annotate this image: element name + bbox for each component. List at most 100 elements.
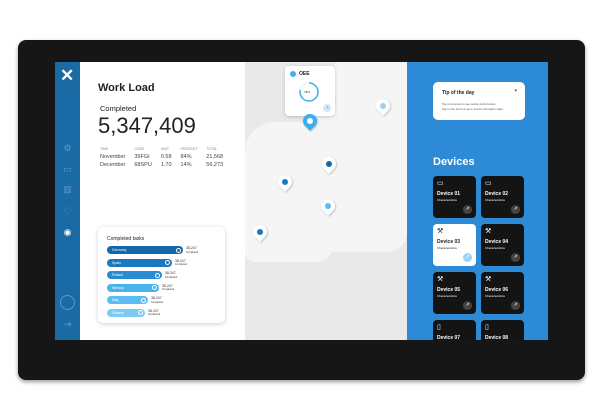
device-name: Device 08 (485, 335, 509, 340)
device-sub: Characteristics (437, 294, 457, 298)
completed-value: 5,347,409 (98, 113, 196, 138)
cell: 68SPU (134, 162, 152, 168)
task-sub: Completed (175, 263, 188, 266)
user-icon[interactable] (60, 295, 75, 310)
task-bar[interactable]: Norway (107, 283, 159, 292)
right-panel: Tip of the day ▾ Tap on a device to see … (407, 62, 548, 340)
task-value: 38,247 Completed (148, 308, 161, 317)
task-count: 38,247 (186, 246, 197, 250)
cell: November (100, 154, 126, 160)
heart-icon[interactable]: ♡ (63, 206, 72, 216)
task-count: 38,247 (165, 271, 176, 275)
task-bar[interactable]: Germany (107, 246, 183, 254)
device-card[interactable]: ⚒ Device 04 Characteristics ↗ (481, 224, 524, 266)
col-header: TOTAL (206, 147, 218, 151)
arrow-icon[interactable]: ↗ (463, 253, 472, 262)
workload-table: TIME CODE UNIT PERCENT TOTAL November 39FGI 0.… (100, 147, 232, 169)
task-count: 38,247 (162, 283, 173, 288)
arrow-icon[interactable]: ↗ (511, 205, 520, 214)
device-card[interactable]: ▯Device 07Characteristics↗ (433, 320, 476, 340)
col-header: TIME (100, 147, 109, 151)
col-header: CODE (134, 147, 145, 151)
task-value: 38,247 Completed (165, 271, 178, 279)
device-icon: ▯ (437, 324, 441, 331)
task-value: 38,247 Completed (175, 258, 188, 267)
close-icon[interactable]: ✕ (60, 66, 75, 85)
device-sub: Characteristics (485, 246, 505, 250)
table-row: November 39FGI 0.58 84% 21,568 (100, 153, 232, 161)
circle-icon (138, 310, 143, 315)
completed-tasks-card: Completed tasks Germany 38,247 Completed Sp… (98, 227, 225, 323)
device-icon: ⚒ (437, 228, 444, 235)
device-sub: Characteristics (437, 198, 457, 202)
cell: 84% (180, 154, 192, 160)
device-card[interactable]: ⚒ Device 05 Characteristics ↗ (433, 272, 476, 314)
task-label: Norway (112, 285, 124, 290)
task-value: 38,247 Completed (162, 283, 175, 292)
arrow-icon[interactable]: ↗ (511, 253, 520, 262)
col-header: UNIT (160, 147, 169, 151)
tip-line: Tap on a device to see device performanc… (442, 102, 497, 106)
device-name: Device 03 (437, 239, 461, 245)
arrow-icon[interactable]: ↗ (511, 301, 520, 310)
device-card[interactable]: ⚒ Device 06 Characteristics ↗ (481, 272, 524, 314)
tip-card[interactable]: Tip of the day ▾ Tap on a device to see … (433, 82, 525, 120)
task-bar[interactable]: Spain (107, 258, 172, 267)
map[interactable]: OEE 78% ↗ (245, 62, 407, 340)
location-icon[interactable]: ◉ (63, 227, 72, 237)
cell: December (100, 162, 126, 168)
task-bar[interactable]: Italy (107, 296, 148, 304)
cell: 39FGI (134, 154, 150, 160)
devices-title: Devices (433, 156, 475, 168)
device-sub: Characteristics (485, 198, 505, 202)
circle-icon (155, 272, 160, 278)
task-bar[interactable]: Poland (107, 271, 162, 279)
task-label: Finland (112, 310, 124, 315)
task-bar[interactable]: Finland (107, 308, 145, 317)
task-sub: Completed (148, 313, 161, 316)
task-count: 38,247 (175, 258, 186, 263)
open-arrow-icon[interactable]: ↗ (323, 104, 331, 112)
oee-card[interactable]: OEE 78% ↗ (285, 66, 335, 116)
arrow-icon[interactable]: ↗ (463, 205, 472, 214)
task-count: 38,247 (148, 308, 159, 313)
map-land (335, 62, 407, 122)
circle-icon (165, 260, 170, 265)
sidebar: ✕ ⚙ ▭ ▥ ♡ ◉ ⇥ (55, 62, 80, 340)
task-sub: Completed (162, 288, 175, 291)
arrow-icon[interactable]: ↗ (463, 301, 472, 310)
device-card[interactable]: ▯Device 08Characteristics↗ (481, 320, 524, 340)
device-icon: ▯ (485, 324, 489, 331)
task-label: Poland (112, 273, 123, 277)
cell: 0.58 (160, 154, 172, 160)
device-icon: ⚒ (485, 276, 492, 283)
cell: 56,273 (206, 162, 224, 168)
tablet-icon[interactable]: ▭ (63, 164, 72, 174)
device-icon: ▭ (437, 180, 444, 187)
device-card[interactable]: ▭ Device 01 Characteristics ↗ (433, 176, 476, 218)
oee-value: 78% (304, 90, 311, 94)
cell: 14% (180, 162, 192, 168)
chevron-down-icon[interactable]: ▾ (514, 88, 517, 94)
tasks-title: Completed tasks (107, 236, 145, 242)
task-label: Italy (112, 298, 119, 302)
map-land (305, 102, 407, 252)
circle-icon (152, 285, 157, 290)
device-sub: Characteristics (485, 294, 505, 298)
settings-icon[interactable]: ⚙ (63, 143, 72, 153)
device-card[interactable]: ▭ Device 02 Characteristics ↗ (481, 176, 524, 218)
page-title: Work Load (98, 82, 155, 94)
oee-gauge (299, 82, 319, 102)
oee-dot-icon (290, 71, 296, 77)
tip-title: Tip of the day (442, 90, 475, 96)
circle-icon (141, 297, 146, 303)
device-card[interactable]: ⚒ Device 03 Characteristics ↗ (433, 224, 476, 266)
task-sub: Completed (165, 275, 178, 279)
logout-icon[interactable]: ⇥ (63, 319, 72, 329)
device-sub: Characteristics (437, 246, 457, 250)
chart-icon[interactable]: ▥ (63, 184, 72, 194)
task-sub: Completed (151, 300, 164, 304)
device-name: Device 07 (437, 335, 461, 340)
task-sub: Completed (186, 250, 199, 254)
device-name: Device 05 (437, 287, 461, 293)
